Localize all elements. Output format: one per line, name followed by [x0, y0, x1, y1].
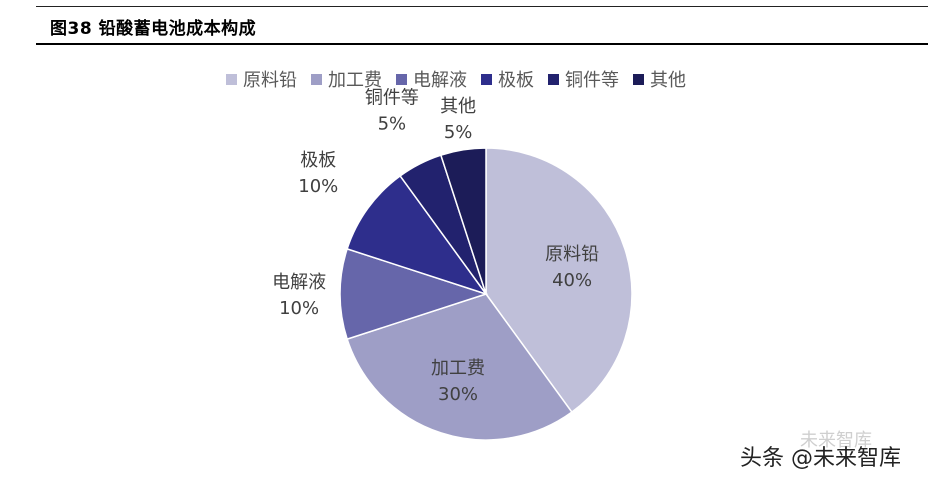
legend-swatch	[311, 73, 322, 85]
legend-label: 铜件等	[565, 70, 619, 91]
legend-swatch	[548, 73, 559, 85]
slice-category-label: 原料铅	[545, 244, 599, 265]
pie-slice	[346, 293, 573, 441]
figure-header: 图38 铅酸蓄电池成本构成	[0, 0, 946, 45]
slice-value-label: 10%	[279, 298, 319, 319]
pie-slice	[339, 247, 489, 341]
legend-item: 加工费	[311, 66, 382, 92]
legend-label: 加工费	[328, 70, 382, 91]
top-rule	[36, 6, 928, 7]
legend-label: 电解液	[413, 70, 467, 91]
title-underline	[36, 43, 928, 45]
legend-item: 电解液	[396, 66, 467, 92]
legend-item: 其他	[633, 66, 686, 92]
slice-category-label: 其他	[440, 96, 476, 117]
legend-item: 极板	[481, 66, 534, 92]
slice-value-label: 10%	[298, 176, 338, 197]
legend-label: 原料铅	[243, 70, 297, 91]
legend-swatch	[481, 73, 492, 85]
slice-value-label: 30%	[438, 384, 478, 405]
legend-swatch	[226, 73, 237, 85]
legend-swatch	[633, 73, 644, 85]
pie-slice	[485, 147, 633, 414]
pie-slice	[346, 174, 488, 296]
legend-item: 铜件等	[548, 66, 619, 92]
slice-value-label: 40%	[552, 270, 592, 291]
chart-legend: 原料铅 加工费 电解液 极板 铜件等 其他	[226, 66, 700, 92]
legend-item: 原料铅	[226, 66, 297, 92]
slice-category-label: 极板	[300, 150, 336, 171]
slice-category-label: 加工费	[431, 358, 485, 379]
legend-swatch	[396, 73, 407, 85]
watermark-text: 头条 @未来智库	[740, 446, 901, 471]
figure-title: 图38 铅酸蓄电池成本构成	[50, 19, 257, 39]
legend-label: 极板	[498, 70, 534, 91]
slice-category-label: 电解液	[272, 272, 326, 293]
legend-label: 其他	[650, 70, 686, 91]
pie-slice	[439, 147, 487, 295]
watermark-background-text: 未来智库	[800, 430, 872, 451]
slice-value-label: 5%	[444, 122, 473, 143]
slice-category-label: 铜件等	[365, 87, 419, 108]
slice-value-label: 5%	[378, 113, 407, 134]
